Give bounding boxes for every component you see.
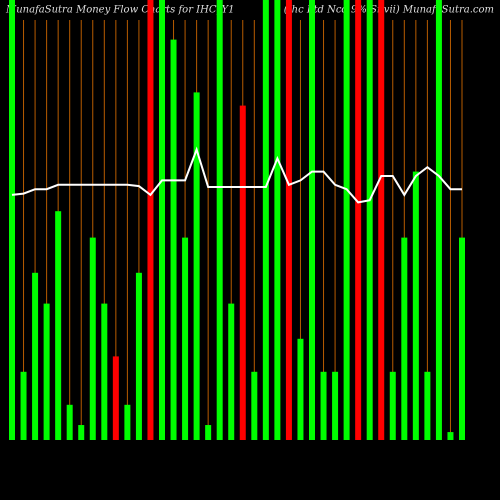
bar [193, 92, 200, 441]
bar [378, 0, 385, 440]
bar [412, 171, 419, 440]
bar [182, 237, 189, 440]
bar [135, 272, 142, 440]
bar [159, 0, 165, 440]
bar [205, 425, 212, 440]
bar [343, 0, 350, 440]
bar [20, 371, 27, 440]
bar [78, 425, 85, 440]
bar [43, 303, 50, 440]
bar [389, 371, 396, 440]
bar [401, 237, 408, 440]
bar [112, 356, 119, 440]
bar [9, 0, 15, 440]
chart-subtitle: (Ihc Ltd Ncd 9% Sr.vii) MunafaSutra.com [284, 5, 494, 16]
bar [101, 303, 108, 440]
bar [124, 404, 131, 440]
bar [355, 0, 362, 440]
bar [285, 0, 292, 440]
bar [55, 211, 62, 440]
bar [228, 303, 235, 440]
bar [332, 371, 339, 440]
bar [435, 0, 442, 440]
bar [32, 272, 39, 440]
bar [447, 432, 454, 440]
bar [459, 237, 465, 440]
bar [216, 0, 223, 440]
bar [297, 338, 304, 440]
bar [170, 39, 177, 440]
bar [424, 371, 431, 440]
bar [274, 0, 281, 440]
bar [66, 404, 73, 440]
bar [89, 237, 96, 440]
price-line [11, 146, 462, 204]
bar [262, 0, 269, 440]
bar [239, 105, 246, 440]
chart-title: MunafaSutra Money Flow Charts for IHC_Y1 [5, 5, 234, 16]
bar [147, 0, 154, 440]
bar [309, 0, 315, 440]
bar [251, 371, 258, 440]
bar [320, 371, 327, 440]
bar [366, 0, 373, 440]
